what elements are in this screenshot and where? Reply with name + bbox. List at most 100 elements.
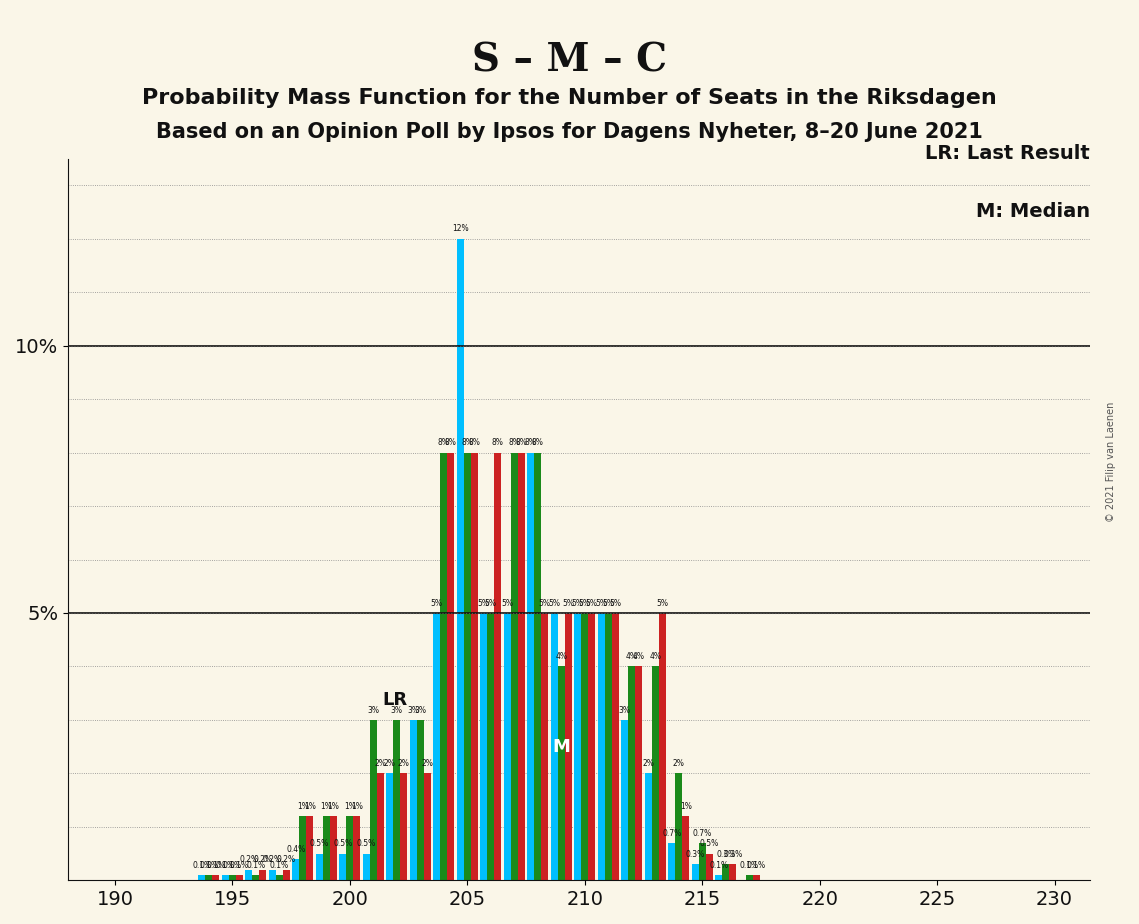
Bar [245,869,253,881]
Bar [487,613,494,881]
Bar [682,816,689,881]
Bar [386,773,393,881]
Bar [306,816,313,881]
Bar [598,613,605,881]
Bar [198,875,205,881]
Bar [645,773,652,881]
Bar [589,613,596,881]
Bar [753,875,760,881]
Bar [260,869,267,881]
Bar [527,453,534,881]
Text: 8%: 8% [516,438,527,447]
Text: 5%: 5% [656,599,669,608]
Bar [316,854,322,881]
Bar [300,816,306,881]
Text: 5%: 5% [579,599,591,608]
Bar [510,453,518,881]
Text: 0.3%: 0.3% [686,850,705,859]
Bar [282,869,290,881]
Text: 0.5%: 0.5% [699,839,719,848]
Text: 3%: 3% [415,706,426,714]
Bar [558,666,565,881]
Bar [276,875,282,881]
Text: 4%: 4% [625,652,638,661]
Bar [494,453,501,881]
Text: Based on an Opinion Poll by Ipsos for Dagens Nyheter, 8–20 June 2021: Based on an Opinion Poll by Ipsos for Da… [156,122,983,142]
Bar [715,875,722,881]
Bar [698,843,706,881]
Text: 0.2%: 0.2% [253,856,272,864]
Text: 0.1%: 0.1% [710,860,728,869]
Text: LR: Last Result: LR: Last Result [925,144,1090,164]
Text: 0.1%: 0.1% [246,860,265,869]
Text: 0.3%: 0.3% [716,850,736,859]
Text: 0.5%: 0.5% [334,839,352,848]
Bar [205,875,213,881]
Text: 1%: 1% [680,802,691,810]
Bar [565,613,572,881]
Bar [370,720,377,881]
Bar [377,773,384,881]
Text: 12%: 12% [452,225,468,234]
Text: 2%: 2% [398,759,410,768]
Text: 0.1%: 0.1% [270,860,289,869]
Bar [534,453,541,881]
Text: 5%: 5% [548,599,560,608]
Text: 3%: 3% [368,706,379,714]
Bar [746,875,753,881]
Text: 3%: 3% [408,706,419,714]
Text: 0.2%: 0.2% [277,856,296,864]
Text: 5%: 5% [572,599,583,608]
Bar [401,773,408,881]
Bar [339,854,346,881]
Text: 1%: 1% [304,802,316,810]
Bar [322,816,330,881]
Bar [669,843,675,881]
Text: 0.5%: 0.5% [310,839,329,848]
Text: 1%: 1% [351,802,363,810]
Text: 0.1%: 0.1% [747,860,765,869]
Text: 0.1%: 0.1% [206,860,226,869]
Bar [581,613,589,881]
Bar [551,613,558,881]
Text: 8%: 8% [532,438,543,447]
Text: 3%: 3% [618,706,631,714]
Bar [612,613,618,881]
Text: 0.1%: 0.1% [739,860,759,869]
Text: 5%: 5% [596,599,607,608]
Text: LR: LR [383,691,408,710]
Bar [652,666,658,881]
Bar [541,613,548,881]
Bar [253,875,260,881]
Text: 5%: 5% [477,599,490,608]
Bar [470,453,478,881]
Text: S – M – C: S – M – C [472,42,667,79]
Bar [574,613,581,881]
Text: 2%: 2% [421,759,433,768]
Text: 5%: 5% [501,599,514,608]
Text: 0.1%: 0.1% [230,860,249,869]
Text: 2%: 2% [384,759,395,768]
Text: 1%: 1% [328,802,339,810]
Text: 0.3%: 0.3% [723,850,743,859]
Text: 1%: 1% [344,802,355,810]
Bar [424,773,431,881]
Text: 0.1%: 0.1% [199,860,219,869]
Bar [729,864,736,881]
Bar [658,613,666,881]
Bar [448,453,454,881]
Text: 4%: 4% [633,652,645,661]
Text: 8%: 8% [461,438,474,447]
Text: 4%: 4% [556,652,567,661]
Text: 5%: 5% [603,599,614,608]
Text: 2%: 2% [375,759,386,768]
Bar [605,613,612,881]
Bar [464,453,470,881]
Bar [353,816,360,881]
Text: 5%: 5% [431,599,443,608]
Bar [293,859,300,881]
Bar [213,875,220,881]
Text: 0.4%: 0.4% [286,845,305,854]
Bar [417,720,424,881]
Text: 5%: 5% [539,599,551,608]
